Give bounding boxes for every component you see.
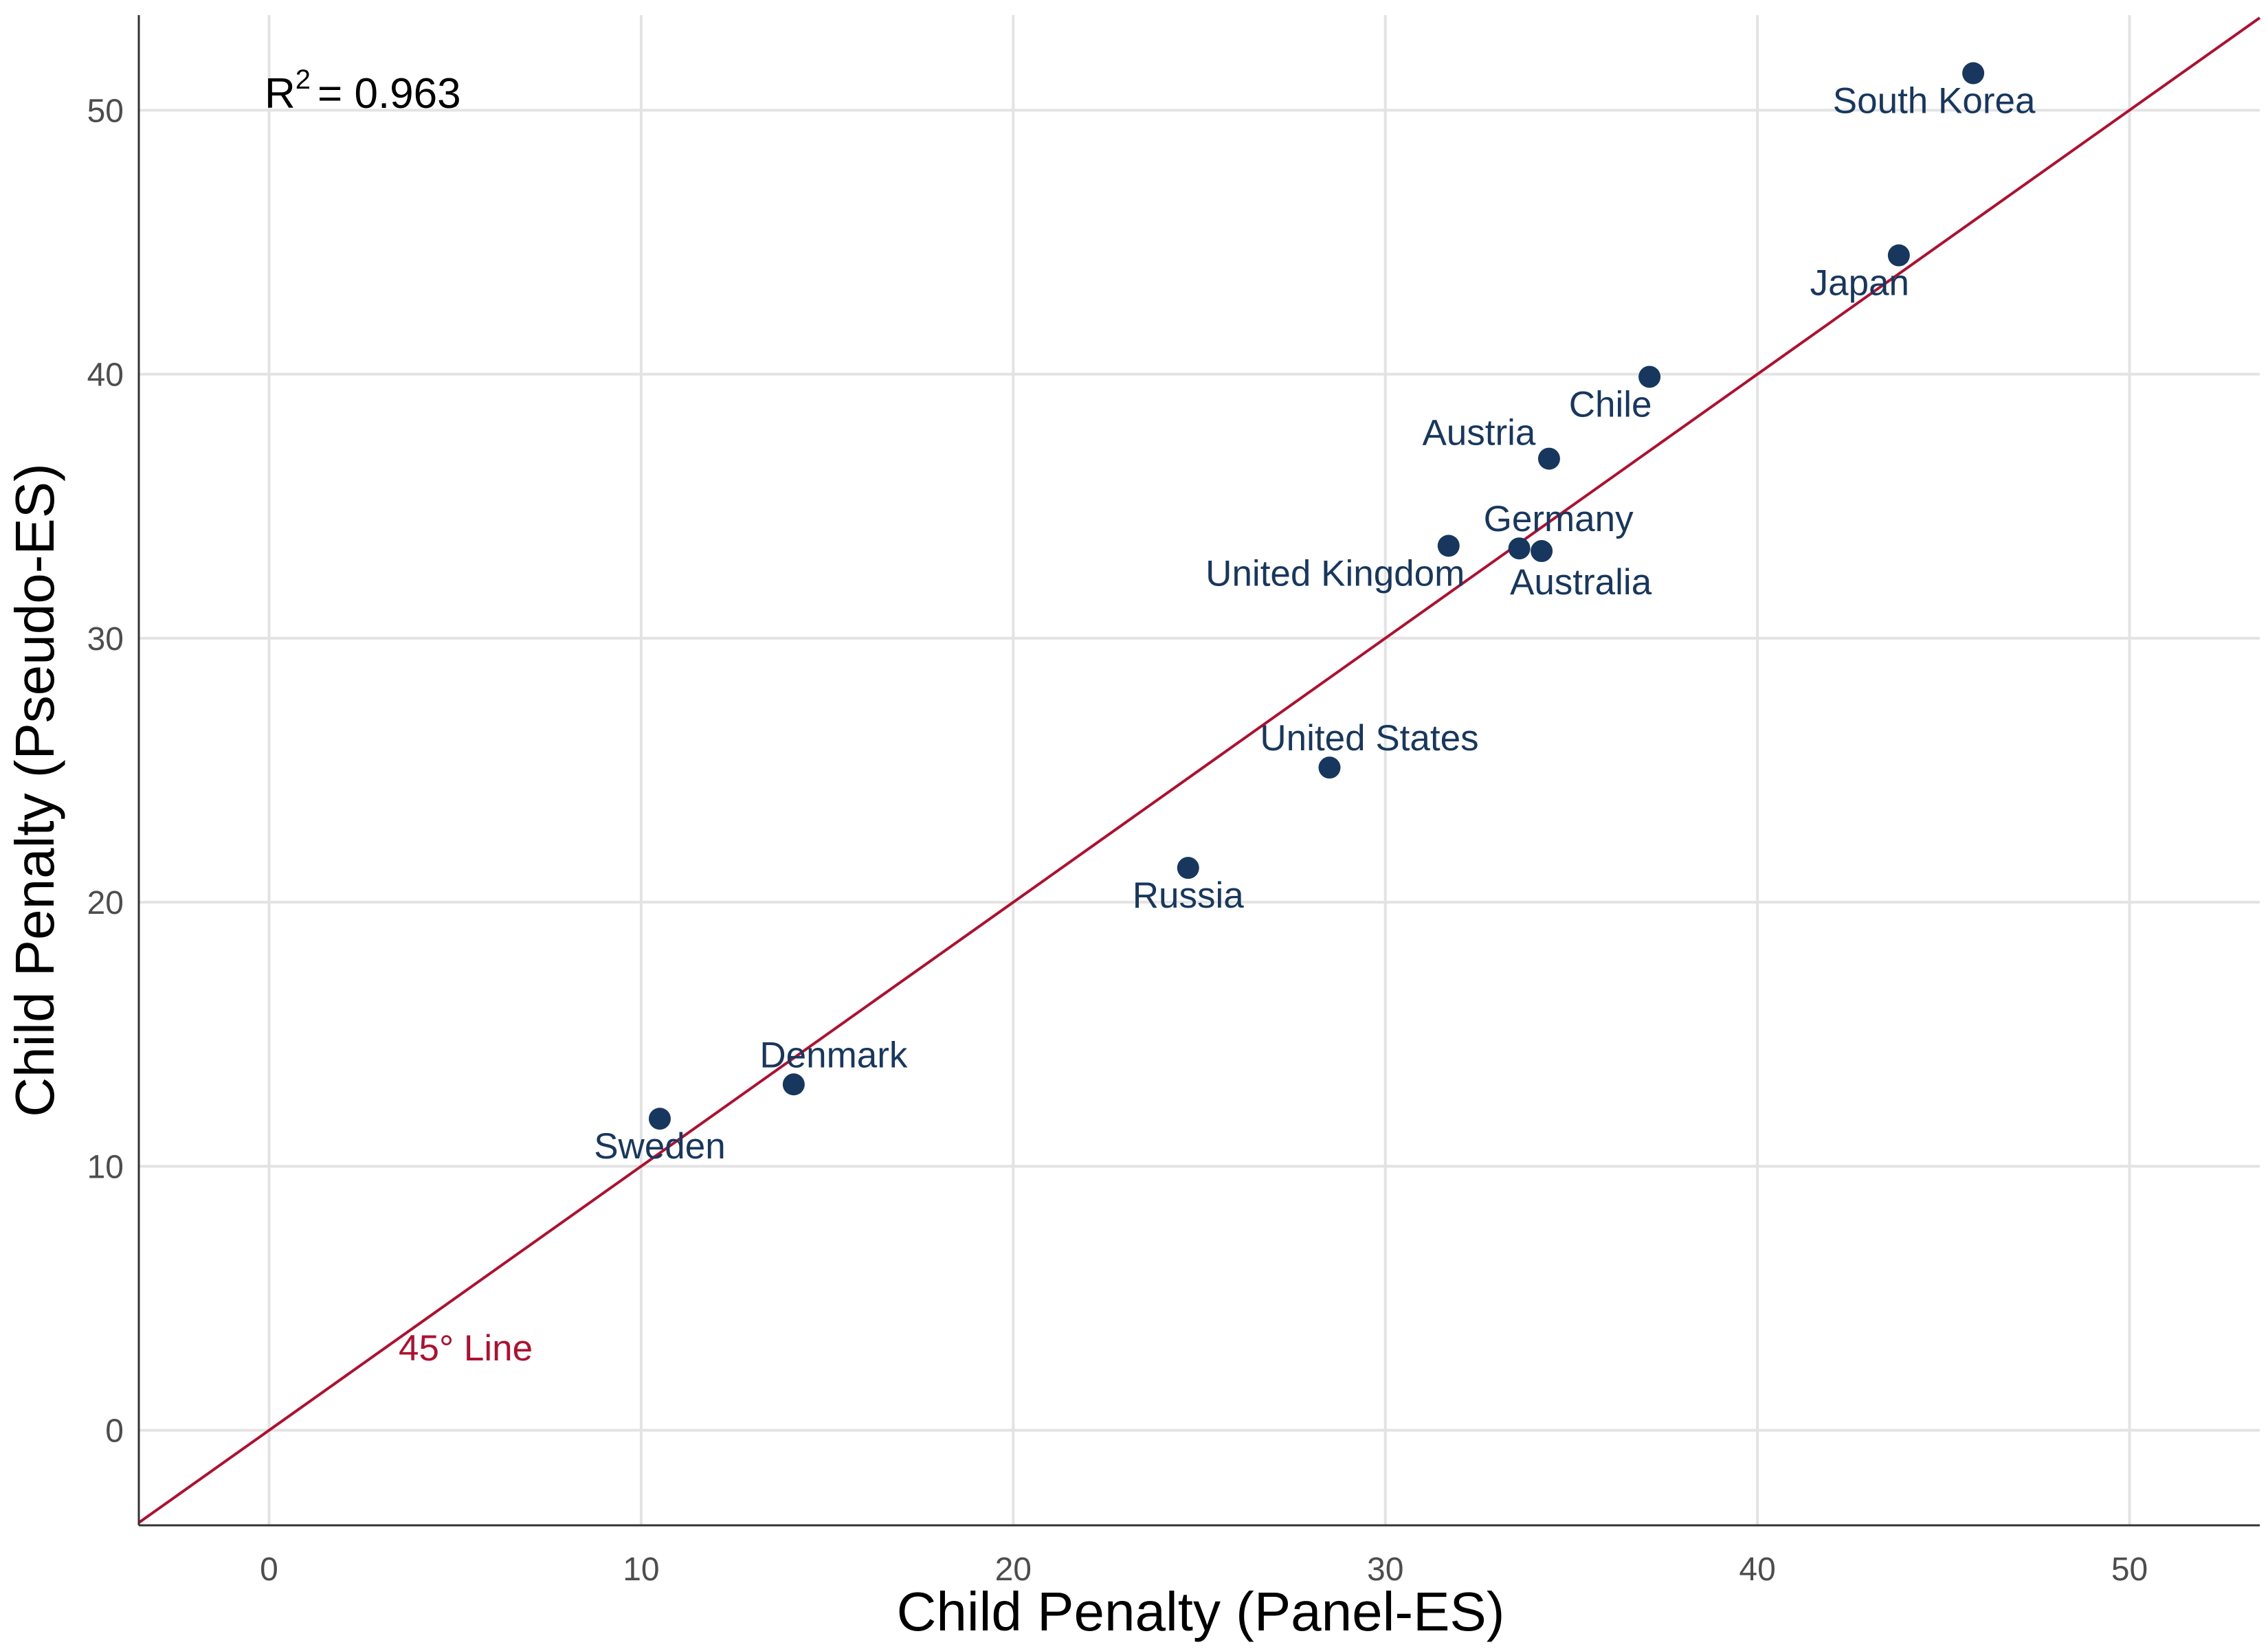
y-tick-label: 50 [87,93,124,129]
data-point [1177,857,1199,879]
data-point [648,1108,671,1130]
point-label: South Korea [1833,81,2036,122]
y-tick-label: 0 [105,1413,124,1450]
point-label: Austria [1422,413,1535,453]
data-point [1887,244,1910,267]
point-label: Sweden [594,1126,726,1167]
x-axis-title: Child Penalty (Panel-ES) [897,1581,1505,1642]
x-tick-label: 30 [1367,1551,1403,1588]
x-tick-label: 20 [995,1551,1032,1588]
data-point [1537,447,1560,470]
y-tick-label: 20 [87,885,124,921]
point-label: Japan [1810,263,1909,304]
r-symbol: R [265,70,296,117]
point-label: Chile [1569,384,1652,425]
point-labels: Sweden Denmark Russia United States United K… [594,81,2036,1167]
r-squared-annotation: R2 = 0.963 [265,65,461,117]
x-tick-label: 40 [1739,1551,1775,1588]
tick-labels: 0 10 20 30 40 50 0 10 20 30 40 50 [87,93,2148,1588]
reference-line-group [137,16,2261,1524]
axes [137,15,2260,1527]
point-label: Denmark [759,1035,908,1075]
point-label: United Kingdom [1205,553,1465,594]
y-tick-label: 40 [87,357,124,394]
r-superscript: 2 [296,65,311,95]
y-tick-label: 30 [87,621,124,658]
data-point [1962,62,1985,85]
x-tick-label: 10 [623,1551,659,1588]
point-label: Germany [1484,499,1634,539]
y-axis-title: Child Penalty (Pseudo-ES) [4,463,65,1117]
data-point [1318,756,1341,779]
y-tick-label: 10 [87,1149,124,1185]
data-point [1638,366,1661,388]
gridlines [139,15,2260,1525]
point-label: United States [1260,718,1478,759]
reference-line [137,16,2261,1524]
data-points [648,62,1985,1130]
point-label: Australia [1510,562,1652,603]
data-point [782,1073,805,1096]
data-point [1437,535,1460,557]
x-tick-label: 50 [2111,1551,2148,1588]
data-point [1508,537,1531,560]
data-point [1531,540,1553,563]
point-label: Russia [1133,875,1245,916]
r-value: = 0.963 [318,70,461,117]
x-tick-label: 0 [260,1551,278,1588]
reference-line-label: 45° Line [399,1328,533,1369]
